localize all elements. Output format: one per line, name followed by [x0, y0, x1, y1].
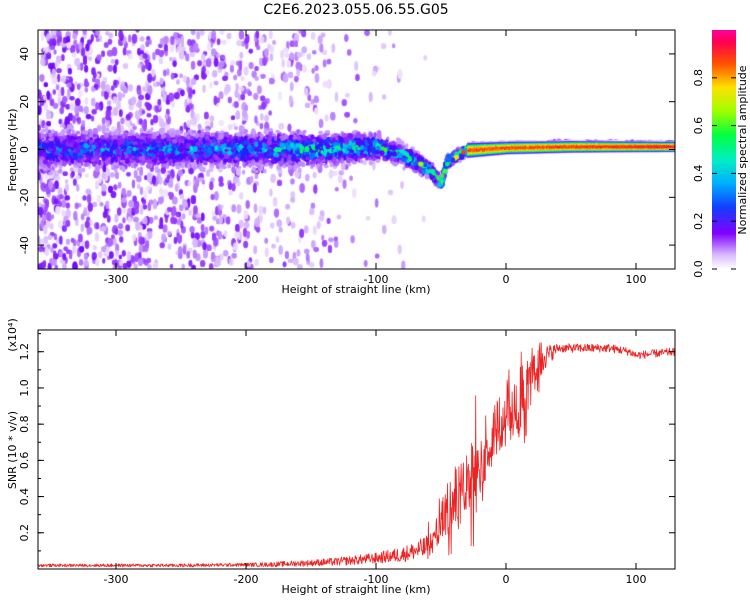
colorbar: 0.0 0.2 0.4 0.6 0.8 Normalized spectral ampl…: [692, 30, 749, 278]
spectrogram-x-axis: -300 -200 -100 0 100: [104, 30, 647, 286]
snr-x-tick-label: 100: [626, 573, 647, 586]
colorbar-tick-label: 0.6: [692, 117, 705, 135]
snr-y-axis: 0.2 0.4 0.6 0.8 1.0 1.2: [18, 333, 675, 552]
colorbar-axis: 0.0 0.2 0.4 0.6 0.8: [692, 69, 736, 278]
spectrogram-y-tick-label: 20: [18, 95, 31, 109]
colorbar-tick-label: 0.8: [692, 69, 705, 87]
snr-x-tick-label: -200: [234, 573, 259, 586]
spectrogram-x-label: Height of straight line (km): [281, 283, 430, 296]
spectrogram-x-tick-label: 100: [626, 273, 647, 286]
snr-background: [38, 330, 675, 569]
snr-frame: [37, 329, 676, 570]
spectrogram-y-tick-label: 40: [18, 47, 31, 61]
snr-series-line: [38, 342, 675, 568]
spectrogram-y-label: Frequency (Hz): [6, 109, 19, 192]
spectrogram-y-tick-label: 0: [18, 146, 31, 153]
snr-y-tick-label: 0.6: [18, 452, 31, 470]
snr-y-tick-label: 1.2: [18, 343, 31, 361]
colorbar-tick-label: 0.0: [692, 260, 705, 278]
snr-x-tick-label: 0: [503, 573, 510, 586]
snr-y-tick-label: 0.2: [18, 524, 31, 542]
colorbar-tick-label: 0.4: [692, 165, 705, 183]
snr-scale-label: (x10⁴): [6, 318, 19, 352]
spectrogram-y-tick-label: -20: [18, 188, 31, 206]
spectrogram-x-tick-label: -200: [234, 273, 259, 286]
spectrogram-x-tick-label: -100: [364, 273, 389, 286]
snr-y-tick-label: 1.0: [18, 379, 31, 397]
snr-x-tick-label: -100: [364, 573, 389, 586]
spectrogram-y-axis: -40 -20 0 20 40: [18, 47, 675, 254]
colorbar-gradient: [712, 30, 736, 269]
snr-x-label: Height of straight line (km): [281, 583, 430, 596]
colorbar-tick-label: 0.2: [692, 212, 705, 230]
snr-y-tick-label: 0.4: [18, 488, 31, 506]
spectrogram-x-tick-label: 0: [503, 273, 510, 286]
snr-y-label: SNR (10 * v/v): [6, 411, 19, 489]
snr-x-tick-label: -300: [104, 573, 129, 586]
snr-panel: -300 -200 -100 0 100 0.2 0.4 0.6 0.8 1.0 1.2 Heig…: [6, 318, 676, 596]
spectrogram-x-tick-label: -300: [104, 273, 129, 286]
chart-title: C2E6.2023.055.06.55.G05: [263, 2, 448, 18]
snr-x-axis: -300 -200 -100 0 100: [104, 330, 647, 586]
snr-y-tick-label: 0.8: [18, 415, 31, 433]
colorbar-label: Normalized spectral amplitude: [736, 65, 749, 234]
spectrogram-y-tick-label: -40: [18, 236, 31, 254]
spectrogram-heatmap: [38, 30, 675, 269]
